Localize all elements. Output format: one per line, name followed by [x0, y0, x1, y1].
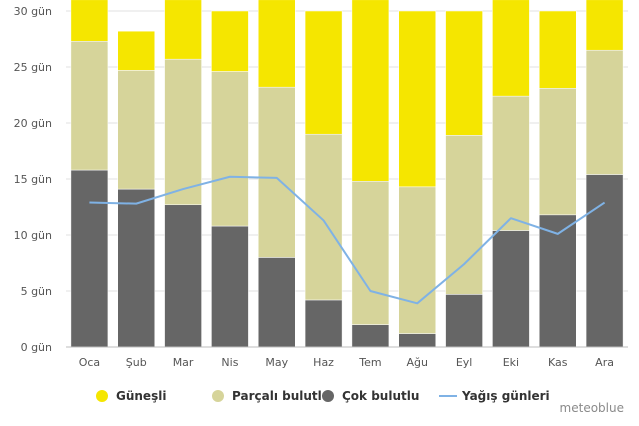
bar-segment — [70, 0, 109, 42]
bar-segment — [211, 71, 249, 227]
x-axis: Oca Şub Mar Nis May Haz Tem Ağu Eyl Eki Kas Ara — [66, 346, 628, 369]
bar-segment — [211, 225, 249, 348]
x-tick-label: Ara — [595, 356, 614, 369]
x-tick-label: Eyl — [456, 356, 473, 369]
bar-segment — [351, 0, 390, 182]
legend-marker[interactable] — [96, 390, 108, 402]
x-tick-label: Haz — [313, 356, 334, 369]
y-tick-label: 25 gün — [14, 61, 52, 74]
bar-segment — [164, 0, 202, 60]
bars — [70, 0, 624, 348]
bar-segment — [539, 88, 577, 216]
bar-segment — [585, 49, 624, 175]
x-tick-label: Ağu — [407, 356, 428, 369]
bar-segment — [492, 0, 530, 97]
y-tick-label: 30 gün — [14, 5, 52, 18]
bar-segment — [70, 40, 109, 171]
bar-segment — [258, 257, 296, 348]
y-axis: 0 gün 5 gün 10 gün 15 gün 20 gün 25 gün 30 gün — [14, 5, 52, 354]
x-tick-label: Mar — [173, 356, 194, 369]
legend-label[interactable]: Çok bulutlu — [342, 389, 419, 403]
bar-segment — [258, 0, 296, 88]
legend-marker[interactable] — [322, 390, 334, 402]
bar-segment — [398, 333, 436, 348]
bar-segment — [492, 95, 530, 231]
y-tick-label: 10 gün — [14, 229, 52, 242]
legend-label[interactable]: Parçalı bulutlu — [232, 389, 330, 403]
x-tick-label: Nis — [221, 356, 238, 369]
bar-segment — [211, 10, 249, 72]
x-tick-label: May — [265, 356, 288, 369]
x-tick-label: Oca — [79, 356, 100, 369]
grid-lines — [66, 10, 628, 348]
bar-segment — [304, 299, 343, 348]
bar-segment — [445, 135, 483, 295]
x-tick-label: Eki — [503, 356, 519, 369]
bar-segment — [117, 30, 155, 71]
bar-segment — [398, 186, 436, 334]
bar-segment — [398, 10, 436, 188]
bar-segment — [304, 10, 343, 135]
bar-segment — [258, 86, 296, 258]
precipitation-line-group — [89, 175, 606, 305]
bar-segment — [585, 0, 624, 51]
bar-segment — [351, 180, 390, 325]
x-tick-label: Kas — [548, 356, 568, 369]
bar-segment — [351, 324, 390, 348]
y-tick-label: 5 gün — [21, 285, 52, 298]
bar-segment — [539, 10, 577, 89]
legend-label[interactable]: Yağış günleri — [461, 389, 550, 403]
precipitation-line — [89, 175, 606, 305]
bar-segment — [304, 133, 343, 301]
credit-label: meteoblue — [560, 401, 624, 415]
bar-segment — [445, 294, 483, 348]
y-tick-label: 0 gün — [21, 341, 52, 354]
bar-segment — [70, 169, 109, 348]
legend-label[interactable]: Güneşli — [116, 389, 166, 403]
bar-segment — [117, 188, 155, 348]
legend-marker[interactable] — [212, 390, 224, 402]
y-tick-label: 20 gün — [14, 117, 52, 130]
bar-segment — [164, 204, 202, 348]
bar-segment — [117, 70, 155, 190]
bar-segment — [445, 10, 483, 136]
bar-segment — [164, 58, 202, 206]
x-tick-label: Şub — [126, 356, 147, 369]
x-tick-label: Tem — [358, 356, 381, 369]
y-tick-label: 15 gün — [14, 173, 52, 186]
legend: Güneşli Parçalı bulutlu Çok bulutlu Yağış g… — [96, 389, 550, 403]
bar-segment — [492, 230, 530, 348]
bar-segment — [585, 174, 624, 348]
